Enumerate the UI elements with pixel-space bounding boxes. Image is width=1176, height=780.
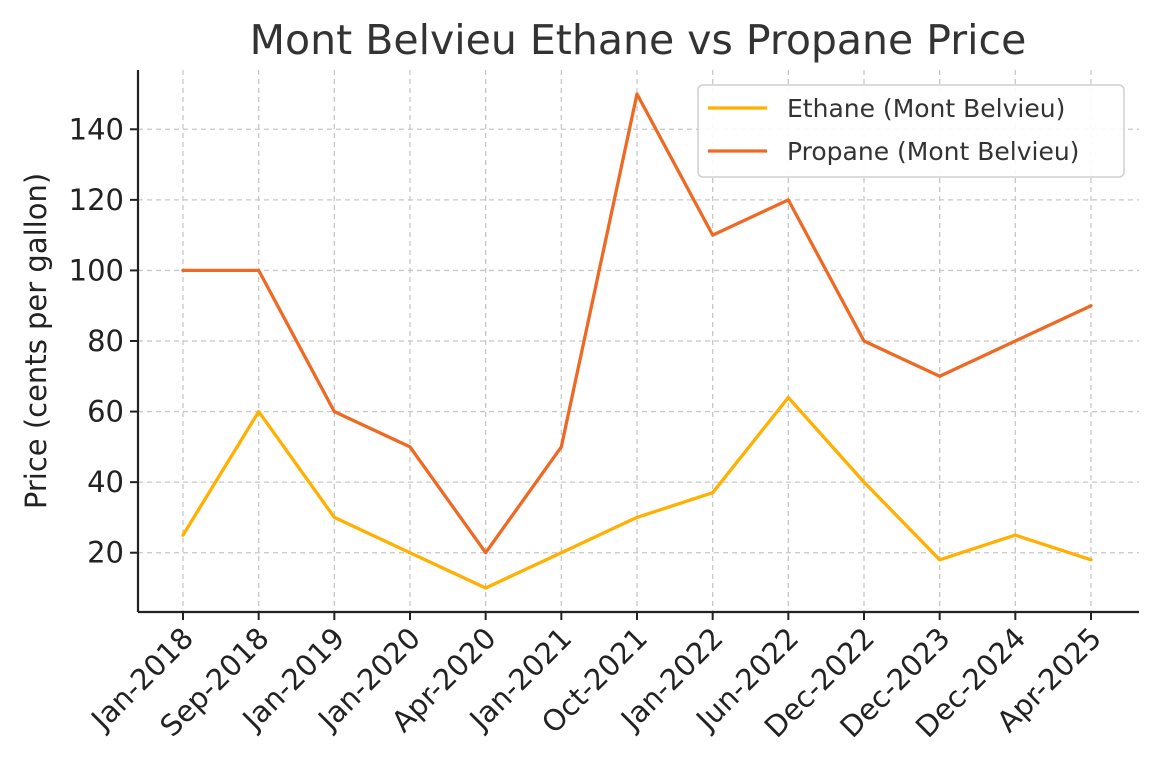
y-tick-label: 80 (87, 324, 124, 358)
chart-title: Mont Belvieu Ethane vs Propane Price (250, 16, 1027, 64)
y-tick-label: 40 (87, 465, 124, 499)
y-tick-label: 20 (87, 536, 124, 570)
legend-box (697, 84, 1125, 178)
y-tick-label: 140 (69, 112, 124, 146)
series-line-ethane (181, 395, 1093, 590)
legend-label: Propane (Mont Belvieu) (787, 137, 1079, 166)
y-axis-label: Price (cents per gallon) (19, 173, 53, 509)
legend: Ethane (Mont Belvieu) Propane (Mont Belvi… (697, 84, 1125, 178)
y-tick-label: 100 (69, 253, 124, 287)
series-lines (181, 92, 1093, 590)
ticks: Jan-2018Sep-2018Jan-2019Jan-2020Apr-2020… (69, 112, 1108, 744)
y-tick-label: 120 (69, 183, 124, 217)
y-tick-label: 60 (87, 395, 124, 429)
legend-label: Ethane (Mont Belvieu) (787, 94, 1065, 123)
series-line-propane (181, 92, 1093, 555)
